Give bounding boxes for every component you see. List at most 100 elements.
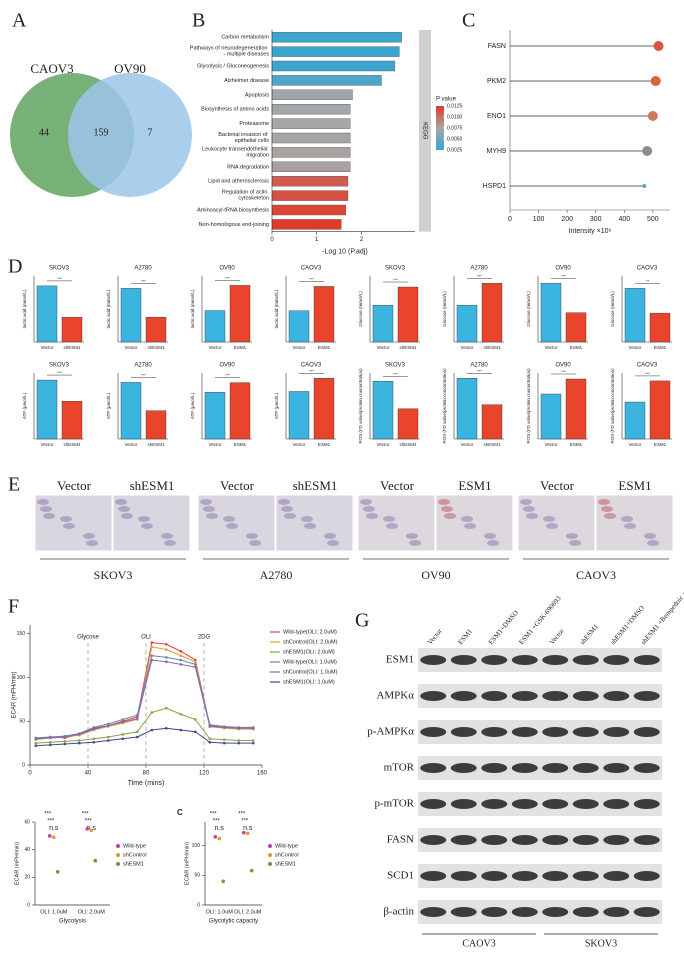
cell-stain	[363, 506, 375, 512]
blot-band	[542, 799, 569, 809]
protein-label: β-actin	[383, 906, 414, 918]
y-axis-label: lactic acid (mmol/L)	[190, 289, 195, 328]
bar	[271, 132, 351, 144]
dot	[221, 879, 226, 884]
x-axis-label: Intensity ×10⁶	[569, 228, 612, 235]
series-point	[136, 717, 139, 720]
significance-label: ***	[309, 276, 314, 281]
condition-label: Vector	[57, 478, 92, 493]
series-point	[34, 741, 38, 745]
blot-band	[450, 691, 477, 701]
cell-stain	[141, 523, 153, 529]
x-tick-label: shESM1	[399, 345, 417, 350]
blot-band	[511, 835, 538, 845]
x-tick-label: ESM1	[318, 345, 331, 350]
series-point	[165, 656, 168, 659]
blot-band	[603, 871, 630, 881]
bar	[313, 286, 335, 343]
bar	[271, 175, 349, 187]
y-axis-label: Glucose (mmol/L)	[610, 291, 615, 327]
bar	[372, 305, 394, 343]
cell-stain	[360, 499, 372, 505]
x-tick-label: Vector	[125, 442, 138, 447]
x-tick-label: Vector	[377, 345, 390, 350]
significance-label: ***	[561, 273, 566, 278]
cell-stain	[598, 499, 610, 505]
y-axis-label: ECAR (mPH/min)	[12, 671, 18, 718]
bar	[271, 46, 400, 57]
y-tick-label: 50	[194, 873, 200, 879]
legend-label: Wild-type	[123, 843, 146, 849]
category-label: Carbon metabolism	[221, 35, 269, 41]
bar	[397, 408, 419, 440]
bar	[204, 392, 226, 440]
bar	[624, 288, 646, 343]
blot-band	[633, 871, 660, 881]
significance-label: ***	[393, 277, 398, 282]
cell-stain	[523, 506, 535, 512]
series-point	[150, 711, 154, 714]
blot-band	[481, 763, 508, 773]
micrograph	[34, 494, 113, 552]
cell-stain	[327, 540, 339, 546]
condition-label: shESM1	[130, 478, 175, 493]
category-label: ENO1	[487, 113, 506, 120]
significance-label: ***	[57, 276, 62, 281]
blot-band	[603, 835, 630, 845]
cell-stain	[281, 506, 293, 512]
x-tick-label: 1	[315, 237, 319, 243]
chart-title: SKOV3	[385, 266, 406, 272]
condition-label: ESM1	[458, 478, 491, 493]
bar	[456, 305, 478, 343]
blot-band	[420, 871, 447, 881]
significance-label: ***	[57, 370, 62, 375]
chart-title: A2780	[470, 363, 488, 369]
x-tick-label: Vector	[629, 345, 642, 350]
series-point	[78, 741, 81, 745]
x-tick-label: Vector	[293, 442, 306, 447]
series-point	[194, 663, 197, 666]
series-point	[165, 648, 168, 651]
legend-label: shESM1	[123, 861, 144, 867]
lollipop-dot	[647, 111, 658, 121]
cell-line-label: CAOV3	[576, 568, 616, 582]
blot-band	[633, 655, 660, 665]
series-point	[34, 737, 38, 741]
bar	[271, 161, 351, 173]
significance-label: n.s	[215, 825, 225, 832]
x-axis-label: Time (mins)	[128, 780, 165, 787]
x-tick-label: Vector	[293, 345, 306, 350]
series-point	[179, 712, 183, 716]
lollipop-dot	[650, 76, 661, 86]
protein-label: ESM1	[386, 654, 414, 666]
blot-band	[481, 691, 508, 701]
series-point	[78, 733, 81, 736]
bar	[649, 380, 671, 440]
legend-label: shControl	[275, 852, 299, 858]
significance-label: n.s	[87, 825, 97, 832]
cell-stain	[566, 533, 578, 539]
dot	[241, 830, 246, 835]
bar	[145, 317, 167, 343]
blot-band	[481, 727, 508, 737]
cell-stain	[121, 513, 133, 519]
blot-band	[633, 835, 660, 845]
x-axis-label: -Log 10 (P.adj)	[322, 248, 367, 255]
blot-band	[603, 763, 630, 773]
x-tick-label: 40	[85, 771, 92, 777]
y-axis-label: ECAR (mPH/min)	[184, 842, 190, 885]
blot-band	[420, 655, 447, 665]
cell-stain	[37, 499, 49, 505]
dot	[47, 834, 52, 838]
y-axis-label: ATP (μmol/L)	[274, 392, 279, 419]
significance-label: ***	[645, 371, 650, 376]
cell-stain	[278, 499, 290, 505]
series-point	[49, 740, 52, 744]
blot-band	[420, 727, 447, 737]
blot-band	[572, 907, 599, 917]
panel-label: B	[192, 10, 205, 32]
y-axis-label: ROS (FD value/protein concentration)	[442, 368, 447, 444]
group-label: CAOV3	[462, 938, 495, 949]
category-label: PKM2	[487, 78, 506, 85]
bar	[313, 378, 335, 440]
